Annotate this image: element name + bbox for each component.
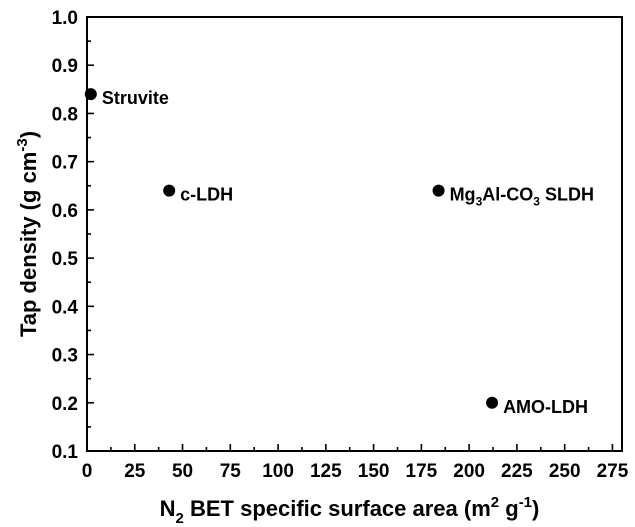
y-tick-label: 0.6 <box>52 201 78 222</box>
y-tick-label: 0.9 <box>52 56 78 77</box>
x-tick-label: 250 <box>549 461 581 482</box>
x-tick-label: 175 <box>406 461 438 482</box>
point-label: AMO-LDH <box>503 397 588 417</box>
point-label: Mg3Al-CO3 SLDH <box>450 185 594 209</box>
y-tick-label: 0.3 <box>52 346 78 367</box>
data-point <box>432 184 445 197</box>
x-tick-label: 150 <box>358 461 390 482</box>
y-tick-label: 0.2 <box>52 394 78 415</box>
data-point <box>163 184 176 197</box>
plot-frame <box>86 16 623 452</box>
data-points: Struvite c-LDH Mg3Al-CO3 SLDH AMO-LDH <box>84 88 594 417</box>
y-axis-title: Tap density (g cm-3) <box>14 131 41 337</box>
data-point <box>84 88 97 101</box>
point-label: Struvite <box>102 88 169 108</box>
x-axis-ticks: 0 25 50 75 100 125 150 175 200 225 250 275 <box>82 444 629 482</box>
x-tick-label: 50 <box>172 461 193 482</box>
y-tick-label: 0.7 <box>52 153 78 174</box>
x-tick-label: 75 <box>220 461 242 482</box>
x-axis-title: N2 BET specific surface area (m2 g-1) <box>160 494 540 527</box>
data-point <box>486 396 499 409</box>
y-tick-label: 1.0 <box>52 8 78 29</box>
y-tick-label: 0.4 <box>52 297 79 318</box>
x-tick-label: 25 <box>124 461 146 482</box>
x-tick-label: 200 <box>453 461 485 482</box>
x-tick-label: 125 <box>310 461 342 482</box>
y-tick-label: 0.8 <box>52 104 78 125</box>
x-tick-label: 275 <box>597 461 629 482</box>
x-tick-label: 100 <box>262 461 294 482</box>
point-label: c-LDH <box>180 185 233 205</box>
x-tick-label: 0 <box>82 461 93 482</box>
x-tick-label: 225 <box>501 461 533 482</box>
axis-titles: N2 BET specific surface area (m2 g-1) Tap… <box>14 131 539 527</box>
plot-axes <box>86 16 623 452</box>
y-tick-label: 0.5 <box>52 249 79 270</box>
y-tick-label: 0.1 <box>52 442 79 463</box>
y-axis-ticks: 0.1 0.2 0.3 0.4 0.5 0.6 0.7 0.8 0.9 1.0 <box>52 8 94 463</box>
